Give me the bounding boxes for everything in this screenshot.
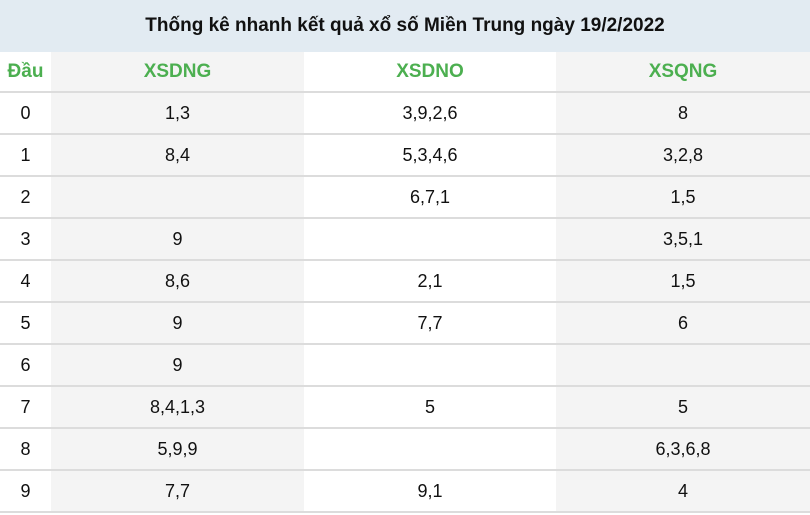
header-xsdno[interactable]: XSDNO bbox=[304, 52, 556, 93]
table-row: 4 8,6 2,1 1,5 bbox=[0, 260, 810, 303]
page-title: Thống kê nhanh kết quả xổ số Miền Trung … bbox=[0, 0, 810, 52]
cell-xsqng: 1,5 bbox=[556, 260, 810, 303]
cell-xsqng: 1,5 bbox=[556, 176, 810, 219]
table-row: 9 7,7 9,1 4 bbox=[0, 470, 810, 513]
cell-xsqng: 4 bbox=[556, 470, 810, 513]
cell-dau: 3 bbox=[0, 218, 51, 261]
results-table: Đầu XSDNG XSDNO XSQNG 0 1,3 3,9,2,6 8 1 8,4 5,… bbox=[0, 52, 810, 513]
header-xsqng: XSQNG bbox=[556, 52, 810, 93]
header-xsdng[interactable]: XSDNG bbox=[51, 52, 304, 93]
cell-xsdno: 7,7 bbox=[304, 302, 556, 345]
cell-xsdno: 6,7,1 bbox=[304, 176, 556, 219]
table-row: 3 9 3,5,1 bbox=[0, 218, 810, 261]
table-row: 0 1,3 3,9,2,6 8 bbox=[0, 92, 810, 135]
header-row: Đầu XSDNG XSDNO XSQNG bbox=[0, 52, 810, 93]
cell-xsdng: 8,4,1,3 bbox=[51, 386, 304, 429]
cell-dau: 6 bbox=[0, 344, 51, 387]
cell-dau: 8 bbox=[0, 428, 51, 471]
cell-dau: 1 bbox=[0, 134, 51, 177]
table-row: 8 5,9,9 6,3,6,8 bbox=[0, 428, 810, 471]
cell-xsdno bbox=[304, 344, 556, 387]
cell-xsqng: 6,3,6,8 bbox=[556, 428, 810, 471]
cell-dau: 5 bbox=[0, 302, 51, 345]
cell-xsqng: 6 bbox=[556, 302, 810, 345]
cell-xsqng: 8 bbox=[556, 92, 810, 135]
cell-xsdng: 8,6 bbox=[51, 260, 304, 303]
cell-xsdno: 2,1 bbox=[304, 260, 556, 303]
cell-dau: 2 bbox=[0, 176, 51, 219]
cell-dau: 7 bbox=[0, 386, 51, 429]
cell-xsqng bbox=[556, 344, 810, 387]
table-row: 1 8,4 5,3,4,6 3,2,8 bbox=[0, 134, 810, 177]
table-row: 2 6,7,1 1,5 bbox=[0, 176, 810, 219]
cell-xsdno: 5,3,4,6 bbox=[304, 134, 556, 177]
cell-xsdng: 8,4 bbox=[51, 134, 304, 177]
cell-xsdno bbox=[304, 428, 556, 471]
cell-xsqng: 3,5,1 bbox=[556, 218, 810, 261]
cell-dau: 4 bbox=[0, 260, 51, 303]
cell-xsdno bbox=[304, 218, 556, 261]
cell-xsdng: 9 bbox=[51, 302, 304, 345]
cell-xsdng: 1,3 bbox=[51, 92, 304, 135]
table-row: 7 8,4,1,3 5 5 bbox=[0, 386, 810, 429]
header-dau: Đầu bbox=[0, 52, 51, 93]
cell-dau: 9 bbox=[0, 470, 51, 513]
cell-xsdno: 9,1 bbox=[304, 470, 556, 513]
cell-xsdng: 9 bbox=[51, 218, 304, 261]
cell-xsqng: 3,2,8 bbox=[556, 134, 810, 177]
cell-xsdno: 5 bbox=[304, 386, 556, 429]
table-row: 5 9 7,7 6 bbox=[0, 302, 810, 345]
cell-xsdng bbox=[51, 176, 304, 219]
cell-xsdng: 5,9,9 bbox=[51, 428, 304, 471]
cell-xsdng: 7,7 bbox=[51, 470, 304, 513]
cell-xsdno: 3,9,2,6 bbox=[304, 92, 556, 135]
cell-dau: 0 bbox=[0, 92, 51, 135]
cell-xsqng: 5 bbox=[556, 386, 810, 429]
cell-xsdng: 9 bbox=[51, 344, 304, 387]
